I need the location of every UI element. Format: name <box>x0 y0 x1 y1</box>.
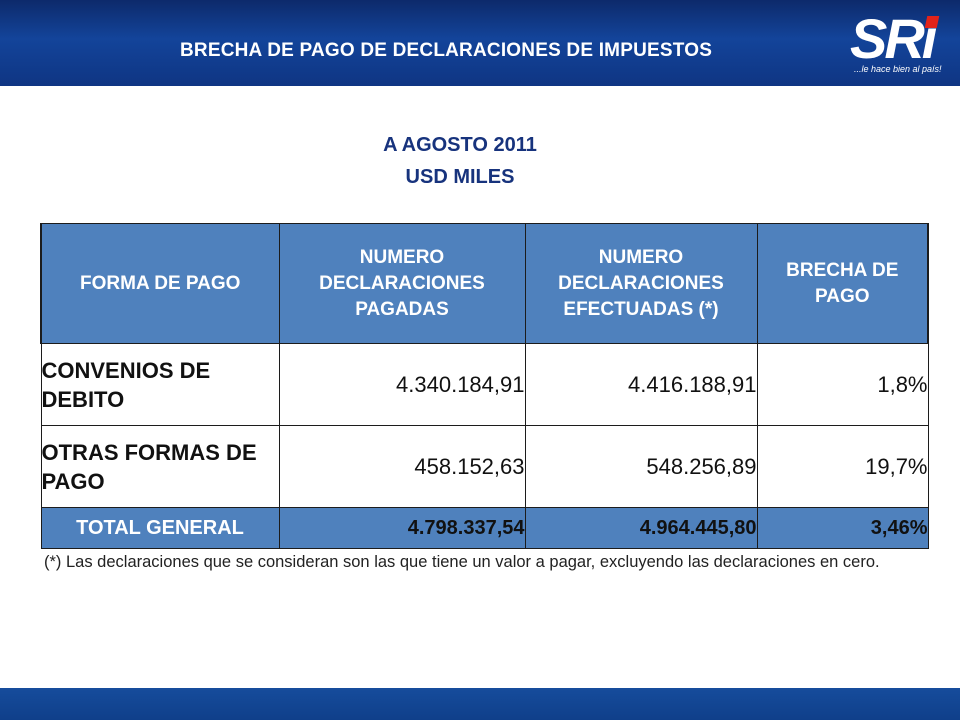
cell-brecha: 19,7% <box>756 425 929 508</box>
footer-bar <box>0 688 960 720</box>
logo-accent-dot <box>924 16 940 28</box>
table-row: CONVENIOS DE DEBITO 4.340.184,91 4.416.1… <box>40 343 929 426</box>
subtitle-units: USD MILES <box>405 166 515 188</box>
cell-brecha: 1,8% <box>756 343 929 426</box>
header-bar: BRECHA DE PAGO DE DECLARACIONES DE IMPUE… <box>0 0 960 86</box>
cell-total-efectuadas: 4.964.445,80 <box>524 507 758 549</box>
cell-efectuadas: 4.416.188,91 <box>524 343 758 426</box>
table-header-row: FORMA DE PAGO NUMERO DECLARACIONES PAGAD… <box>40 223 929 344</box>
table-row: OTRAS FORMAS DE PAGO 458.152,63 548.256,… <box>40 425 929 508</box>
sri-logo: SRi ...le hace bien al país! <box>846 6 950 82</box>
payment-gap-table: FORMA DE PAGO NUMERO DECLARACIONES PAGAD… <box>40 223 929 549</box>
logo-text: SRi <box>850 7 937 70</box>
logo-tagline: ...le hace bien al país! <box>854 64 942 74</box>
cell-pagadas: 458.152,63 <box>278 425 526 508</box>
col-declaraciones-pagadas: NUMERO DECLARACIONES PAGADAS <box>278 223 526 344</box>
cell-total-brecha: 3,46% <box>756 507 929 549</box>
cell-forma: OTRAS FORMAS DE PAGO <box>40 425 280 508</box>
col-brecha-de-pago: BRECHA DE PAGO <box>756 223 929 344</box>
total-row: TOTAL GENERAL 4.798.337,54 4.964.445,80 … <box>40 507 929 549</box>
cell-efectuadas: 548.256,89 <box>524 425 758 508</box>
col-forma-de-pago: FORMA DE PAGO <box>40 223 280 344</box>
col-declaraciones-efectuadas: NUMERO DECLARACIONES EFECTUADAS (*) <box>524 223 758 344</box>
cell-forma: CONVENIOS DE DEBITO <box>40 343 280 426</box>
cell-pagadas: 4.340.184,91 <box>278 343 526 426</box>
slide-title: BRECHA DE PAGO DE DECLARACIONES DE IMPUE… <box>180 40 713 61</box>
cell-total-label: TOTAL GENERAL <box>40 507 280 549</box>
footnote: (*) Las declaraciones que se consideran … <box>44 553 880 571</box>
subtitle-period: A AGOSTO 2011 <box>383 134 537 156</box>
cell-total-pagadas: 4.798.337,54 <box>278 507 526 549</box>
